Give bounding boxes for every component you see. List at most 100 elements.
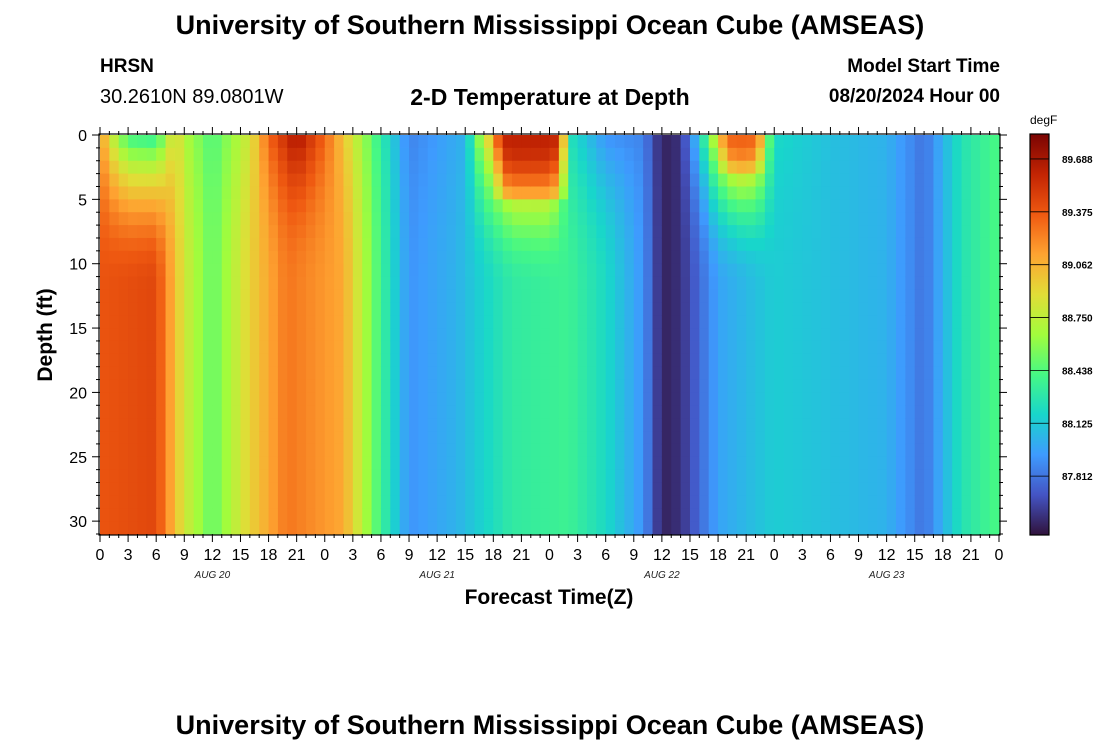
heatmap-cell (624, 418, 635, 432)
heatmap-cell (174, 199, 185, 213)
heatmap-cell (174, 366, 185, 381)
heatmap-cell (764, 237, 775, 252)
heatmap-cell (942, 495, 953, 509)
heatmap-cell (558, 443, 569, 458)
heatmap-cell (259, 173, 270, 188)
heatmap-cell (586, 289, 597, 303)
heatmap-cell (390, 418, 401, 432)
heatmap-cell (165, 263, 176, 278)
heatmap-cell (877, 186, 888, 200)
heatmap-cell (568, 315, 579, 329)
heatmap-cell (924, 443, 935, 458)
heatmap-cell (615, 173, 626, 188)
heatmap-cell (886, 315, 897, 329)
heatmap-cell (914, 173, 925, 188)
heatmap-cell (109, 508, 120, 522)
heatmap-cell (736, 405, 747, 419)
heatmap-cell (558, 147, 569, 162)
heatmap-cell (549, 431, 560, 445)
heatmap-cell (156, 379, 167, 394)
heatmap-cell (530, 212, 541, 226)
heatmap-cell (409, 353, 419, 368)
heatmap-cell (680, 521, 691, 535)
heatmap-cell (380, 353, 391, 368)
x-tick-label: 12 (878, 547, 896, 564)
heatmap-cell (128, 289, 139, 303)
heatmap-cell (352, 521, 363, 535)
heatmap-cell (849, 379, 860, 394)
heatmap-cell (371, 160, 382, 175)
heatmap-cell (118, 237, 129, 252)
heatmap-cell (680, 212, 691, 226)
heatmap-cell (277, 289, 288, 303)
heatmap-cell (268, 328, 279, 342)
heatmap-cell (633, 379, 644, 394)
heatmap-cell (568, 237, 579, 252)
heatmap-cell (231, 340, 242, 355)
heatmap-cell (212, 340, 223, 355)
heatmap-cell (839, 353, 850, 368)
heatmap-cell (643, 521, 654, 535)
heatmap-cell (755, 392, 766, 406)
heatmap-cell (390, 289, 401, 303)
heatmap-cell (549, 250, 560, 265)
heatmap-cell (774, 160, 785, 175)
heatmap-cell (502, 418, 513, 432)
heatmap-cell (268, 340, 279, 355)
heatmap-cell (174, 405, 185, 419)
heatmap-cell (540, 495, 551, 509)
heatmap-cell (109, 315, 120, 329)
heatmap-cell (671, 482, 682, 496)
heatmap-cell (849, 508, 860, 522)
heatmap-cell (811, 199, 822, 213)
heatmap-cell (952, 160, 963, 175)
heatmap-cell (661, 237, 672, 252)
heatmap-cell (764, 431, 775, 445)
heatmap-cell (455, 263, 466, 278)
heatmap-cell (961, 186, 972, 200)
x-tick-label: 9 (854, 547, 863, 564)
heatmap-cell (483, 353, 494, 368)
heatmap-cell (446, 521, 457, 535)
heatmap-cell (558, 418, 569, 432)
heatmap-cell (268, 521, 279, 535)
heatmap-cell (174, 379, 185, 394)
heatmap-cell (343, 173, 354, 188)
heatmap-cell (446, 482, 457, 496)
heatmap-cell (465, 315, 476, 329)
heatmap-cell (352, 379, 363, 394)
heatmap-cell (137, 263, 148, 278)
heatmap-cell (830, 353, 841, 368)
heatmap-cell (193, 443, 204, 458)
heatmap-cell (633, 173, 644, 188)
heatmap-cell (605, 508, 616, 522)
heatmap-cell (324, 276, 335, 291)
heatmap-cell (877, 135, 888, 149)
heatmap-cell (118, 443, 129, 458)
heatmap-cell (259, 405, 270, 419)
heatmap-cell (783, 263, 794, 278)
heatmap-cell (221, 521, 232, 535)
heatmap-cell (718, 392, 729, 406)
heatmap-cell (849, 212, 860, 226)
heatmap-cell (736, 186, 747, 200)
heatmap-cell (792, 276, 803, 291)
heatmap-cell (249, 225, 260, 239)
heatmap-cell (989, 482, 1000, 496)
heatmap-cell (193, 508, 204, 522)
heatmap-cell (577, 160, 588, 175)
heatmap-cell (512, 456, 523, 471)
heatmap-cell (109, 186, 120, 200)
heatmap-cell (530, 160, 541, 175)
heatmap-cell (203, 353, 213, 368)
heatmap-cell (118, 199, 129, 213)
heatmap-cell (540, 263, 551, 278)
heatmap-cell (586, 521, 597, 535)
heatmap-cell (128, 147, 139, 162)
x-axis: 0 3 6 9 12 15 18 21 0 3 6 9 12 15 18 21 0 3 6 9 12 15 18 21 0 3 6 9… (96, 127, 1004, 581)
heatmap-cell (755, 431, 766, 445)
heatmap-cell (886, 443, 897, 458)
heatmap-cell (184, 225, 195, 239)
heatmap-cell (184, 379, 195, 394)
heatmap-cell (203, 328, 213, 342)
